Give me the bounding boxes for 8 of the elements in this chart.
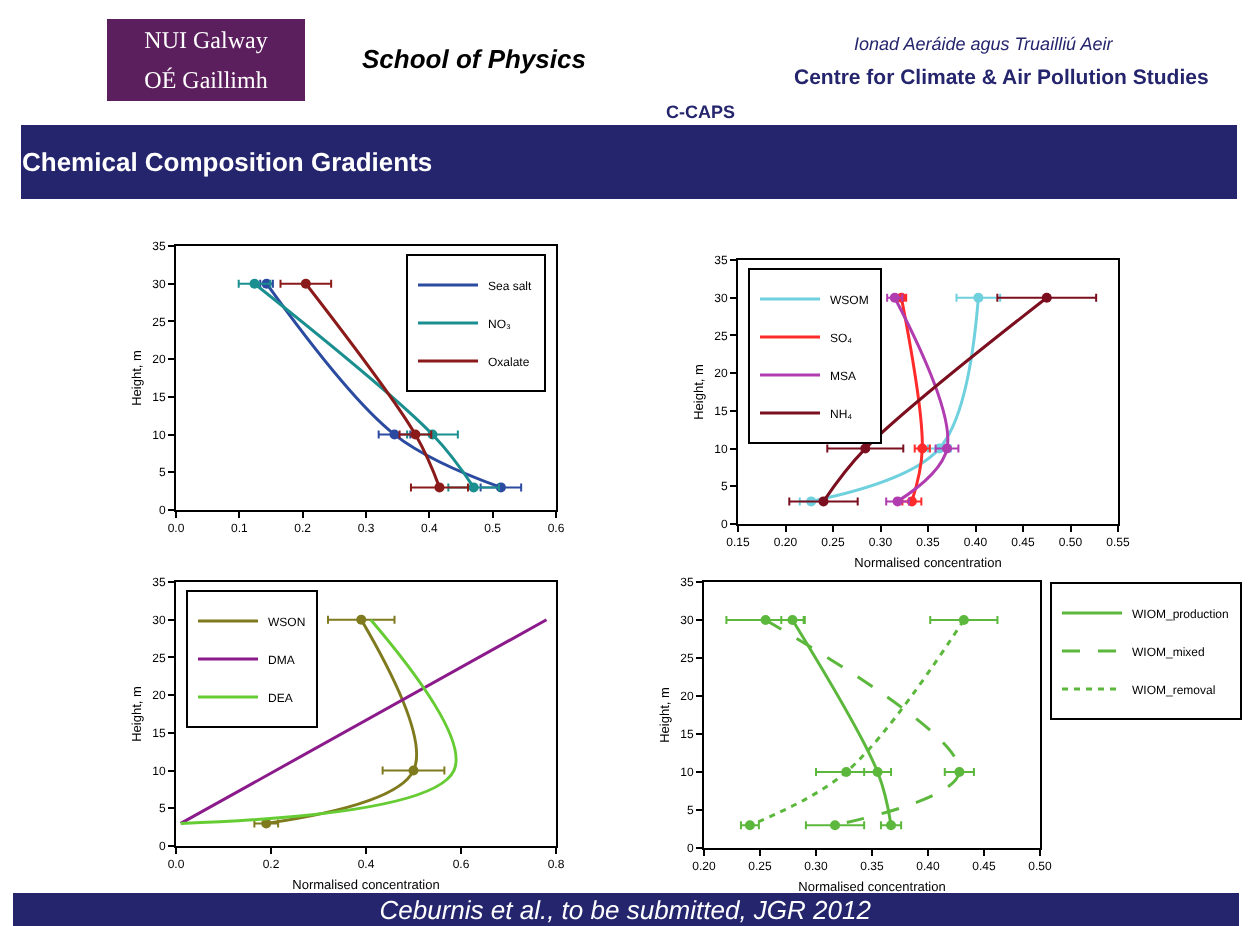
text: Ionad Aeráide agus Truailliú Aeir	[854, 34, 1115, 54]
text: OÉ Gaillimh	[144, 66, 268, 94]
text: School of Physics	[362, 44, 586, 74]
text: Chemical Composition Gradients	[22, 147, 433, 177]
text: Ceburnis et al., to be submitted, JGR 2012	[379, 895, 873, 925]
text: Centre for Climate & Air Pollution Studies	[794, 66, 1209, 90]
text: NUI Galway	[144, 26, 268, 54]
text: C-CAPS	[666, 102, 736, 122]
